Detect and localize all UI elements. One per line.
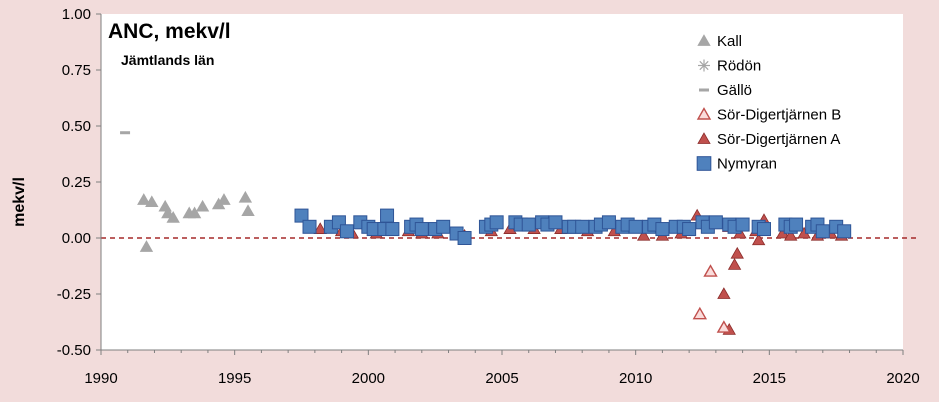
legend-label-g-ll: Gällö (717, 82, 752, 99)
y-axis-label: mekv/l (11, 177, 28, 227)
kall-point (217, 193, 231, 205)
nymyran-point (294, 208, 309, 223)
s-r-digertj-rnen-a-point (313, 222, 327, 234)
chart-title: ANC, mekv/l (108, 20, 231, 43)
g-ll-point (120, 131, 131, 135)
s-r-digertj-rnen-a-point (751, 233, 766, 246)
y-tick-label: 0.25 (62, 174, 91, 191)
x-tick-label: 2010 (619, 370, 652, 387)
x-tick-label: 1990 (84, 370, 117, 387)
x-tick-label: 2005 (485, 370, 518, 387)
kall-point (187, 206, 202, 219)
y-tick-label: 1.00 (62, 6, 91, 23)
y-tick-label: -0.50 (57, 342, 91, 359)
kall-point (145, 195, 159, 208)
plot-area (101, 14, 903, 350)
legend-label-r-d-n: Rödön (717, 58, 761, 75)
s-r-digertj-rnen-a-point (727, 258, 742, 270)
legend-label-kall: Kall (717, 33, 742, 50)
x-tick-label: 1995 (218, 370, 251, 387)
nymyran-point (548, 215, 563, 230)
s-r-digertj-rnen-a-point (717, 287, 731, 299)
nymyran-point (815, 224, 830, 239)
nymyran-point (682, 222, 697, 237)
kall-point (195, 199, 210, 212)
nymyran-point (628, 219, 643, 234)
legend-label-s-r-digertj-rnen-a: Sör-Digertjärnen A (717, 131, 840, 148)
nymyran-point (575, 219, 590, 234)
nymyran-point (789, 217, 804, 232)
s-r-digertj-rnen-a-point (730, 246, 744, 259)
s-r-digertj-rnen-b-point (716, 320, 732, 333)
kall-point (238, 190, 253, 203)
s-r-digertj-rnen-a-point (636, 228, 651, 241)
legend-marker-s-r-digertj-rnen-a (697, 132, 711, 144)
nymyran-point (489, 215, 504, 230)
nymyran-point (708, 215, 723, 230)
nymyran-point (302, 219, 317, 234)
kall-point (166, 211, 180, 223)
legend-marker-g-ll (699, 88, 709, 92)
nymyran-point (414, 222, 429, 237)
chart-subtitle: Jämtlands län (121, 52, 214, 68)
nymyran-point (380, 208, 395, 223)
nymyran-point (457, 231, 472, 245)
legend-marker-r-d-n (698, 59, 710, 72)
s-r-digertj-rnen-b-point (692, 306, 708, 320)
legend-label-s-r-digertj-rnen-b: Sör-Digertjärnen B (717, 107, 841, 124)
nymyran-point (655, 222, 670, 237)
y-tick-label: 0.50 (62, 118, 91, 135)
kall-point (139, 240, 154, 252)
nymyran-point (837, 224, 852, 239)
nymyran-point (601, 215, 616, 230)
x-tick-label: 2015 (753, 370, 786, 387)
legend-label-nymyran: Nymyran (717, 156, 777, 173)
legend: Kall Rödön Gällö Sör-Digertjärnen B Sör-Dige… (696, 33, 841, 173)
nymyran-point (521, 217, 536, 232)
y-tick-label: 0.75 (62, 62, 91, 79)
x-tick-label: 2000 (352, 370, 385, 387)
s-r-digertj-rnen-b-point (703, 264, 718, 277)
legend-marker-s-r-digertj-rnen-b (696, 107, 712, 120)
nymyran-point (385, 222, 400, 237)
kall-point (137, 193, 151, 205)
kall-point (241, 204, 255, 217)
x-tick-label: 2020 (886, 370, 919, 387)
legend-marker-nymyran (696, 156, 712, 171)
s-r-digertj-rnen-a-point (784, 228, 798, 241)
nymyran-point (735, 217, 750, 232)
legend-marker-kall (697, 34, 711, 46)
nymyran-point (436, 219, 451, 234)
y-tick-label: -0.25 (57, 286, 91, 303)
y-tick-label: 0.00 (62, 230, 91, 247)
nymyran-point (756, 222, 771, 237)
nymyran-point (339, 224, 354, 239)
